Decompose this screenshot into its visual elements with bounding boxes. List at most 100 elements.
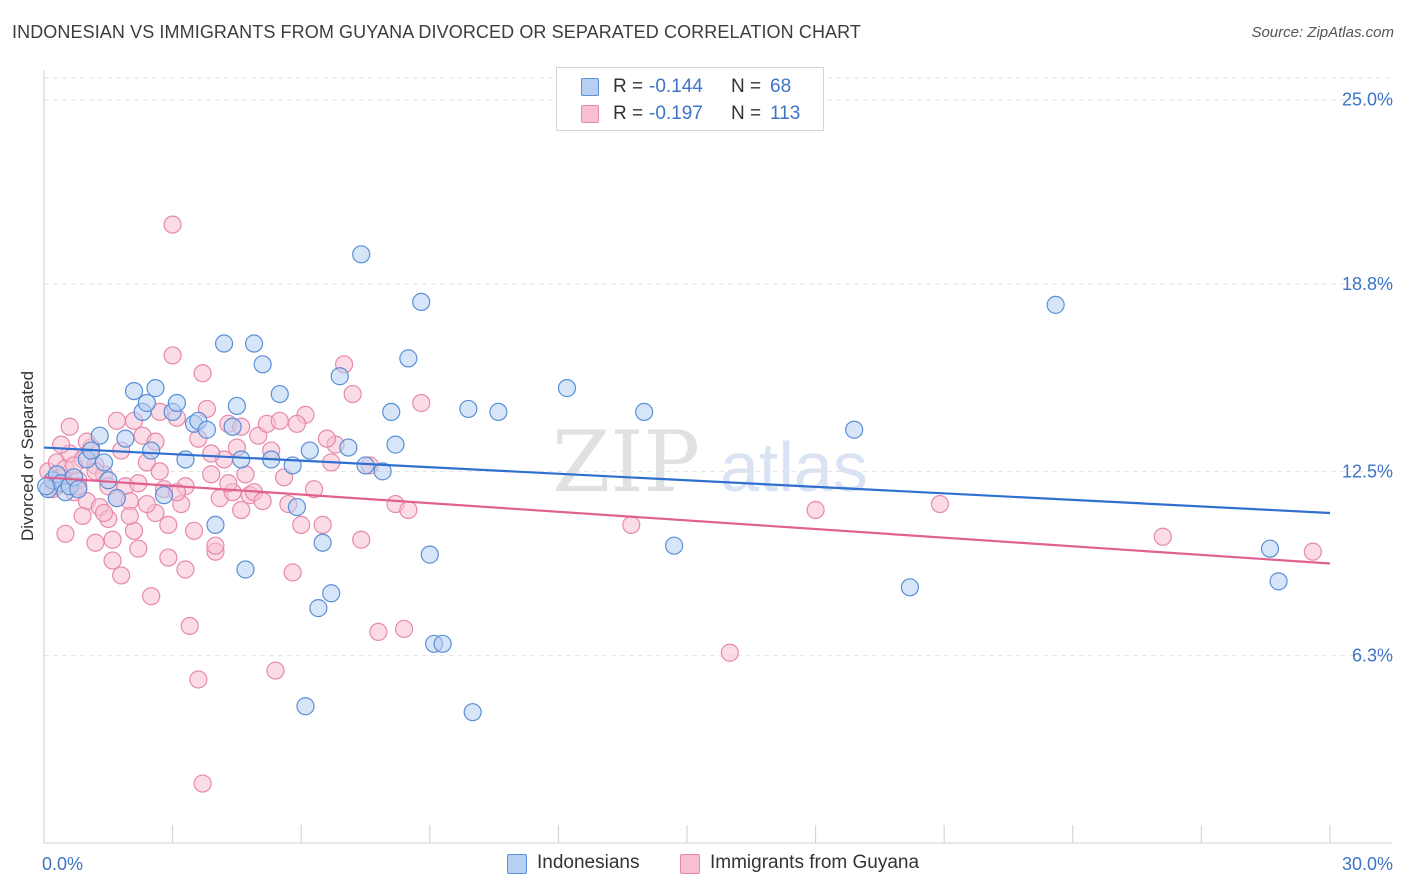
data-point bbox=[56, 524, 75, 543]
stats-row-guyana: R = -0.197 N = 113 bbox=[557, 101, 823, 127]
y-tick-label: 6.3% bbox=[1352, 646, 1393, 666]
trend-line-guyana bbox=[43, 476, 1331, 565]
data-point bbox=[459, 399, 478, 419]
n-value: 68 bbox=[770, 76, 792, 97]
stats-swatch-guyana bbox=[581, 105, 599, 123]
data-point bbox=[266, 661, 285, 680]
legend-label-guyana: Immigrants from Guyana bbox=[710, 852, 920, 873]
data-point bbox=[206, 515, 225, 534]
data-point bbox=[184, 521, 204, 540]
data-point bbox=[394, 619, 414, 639]
watermark-zip: ZIP bbox=[552, 413, 700, 511]
data-point bbox=[202, 465, 221, 484]
data-point bbox=[90, 426, 109, 445]
data-point bbox=[463, 703, 482, 722]
data-point bbox=[339, 438, 358, 457]
data-point bbox=[309, 599, 328, 618]
data-point bbox=[206, 536, 225, 555]
data-point bbox=[270, 411, 289, 430]
legend-swatch-indonesians bbox=[507, 854, 527, 874]
data-point bbox=[137, 393, 156, 413]
series-guyana bbox=[39, 215, 1322, 793]
data-point bbox=[86, 533, 105, 552]
data-point bbox=[163, 346, 182, 365]
watermark-atlas: atlas bbox=[720, 428, 868, 506]
data-point bbox=[720, 643, 739, 662]
data-point bbox=[304, 480, 324, 499]
data-point bbox=[73, 506, 92, 526]
legend: Indonesians Immigrants from Guyana bbox=[0, 851, 1406, 877]
data-point bbox=[60, 417, 79, 436]
data-point bbox=[296, 697, 315, 716]
data-point bbox=[69, 480, 88, 499]
data-point bbox=[197, 420, 216, 439]
data-point bbox=[1046, 295, 1065, 314]
data-point bbox=[369, 622, 388, 642]
data-point bbox=[232, 500, 251, 520]
axes bbox=[43, 70, 1392, 844]
data-point bbox=[930, 494, 950, 514]
data-point bbox=[399, 349, 418, 368]
data-point bbox=[202, 444, 221, 463]
data-point bbox=[635, 402, 654, 422]
data-point bbox=[287, 414, 307, 433]
data-point bbox=[94, 503, 114, 523]
data-point bbox=[146, 379, 165, 398]
tick-labels: 6.3% 12.5% 18.8% 25.0% 0.0% 30.0% bbox=[42, 90, 1393, 874]
data-point bbox=[253, 491, 272, 511]
data-point bbox=[219, 474, 238, 493]
data-point bbox=[180, 616, 199, 636]
series-indonesians bbox=[37, 245, 1288, 722]
data-point bbox=[244, 334, 264, 353]
data-point bbox=[313, 533, 332, 552]
data-point bbox=[1269, 572, 1288, 591]
data-point bbox=[129, 539, 148, 558]
data-point bbox=[107, 411, 126, 430]
data-point bbox=[116, 429, 135, 448]
data-point bbox=[557, 379, 577, 398]
data-point bbox=[412, 292, 431, 311]
data-point bbox=[193, 774, 212, 793]
data-point bbox=[287, 497, 307, 517]
data-point bbox=[236, 560, 255, 579]
data-point bbox=[154, 486, 174, 505]
data-point bbox=[193, 364, 212, 383]
data-point bbox=[386, 435, 405, 454]
data-point bbox=[433, 634, 452, 653]
data-point bbox=[120, 506, 139, 526]
data-point bbox=[214, 334, 234, 353]
data-point bbox=[665, 536, 684, 555]
data-point bbox=[343, 384, 362, 404]
data-point bbox=[176, 560, 195, 579]
data-point bbox=[356, 456, 375, 475]
data-point bbox=[94, 453, 114, 472]
data-point bbox=[622, 515, 641, 534]
data-point bbox=[806, 500, 825, 520]
data-point bbox=[270, 384, 289, 404]
r-value: -0.144 bbox=[649, 76, 703, 97]
n-label: N = bbox=[731, 76, 762, 97]
watermark: ZIP atlas bbox=[552, 413, 868, 511]
data-point bbox=[159, 548, 178, 567]
chart-title: INDONESIAN VS IMMIGRANTS FROM GUYANA DIV… bbox=[12, 22, 862, 42]
data-point bbox=[352, 245, 371, 264]
data-point bbox=[227, 396, 246, 416]
data-point bbox=[489, 402, 508, 422]
data-point bbox=[900, 578, 920, 597]
data-point bbox=[150, 462, 169, 481]
data-point bbox=[399, 500, 418, 520]
data-point bbox=[137, 494, 156, 514]
r-label: R = bbox=[613, 103, 644, 124]
y-axis-label: Divorced or Separated bbox=[18, 370, 37, 542]
x-tick-label: 30.0% bbox=[1342, 854, 1393, 874]
data-point bbox=[37, 477, 56, 496]
data-point bbox=[159, 515, 178, 534]
source-credit: Source: ZipAtlas.com bbox=[1251, 24, 1394, 41]
data-point bbox=[52, 435, 71, 454]
data-point bbox=[313, 515, 332, 534]
data-point bbox=[189, 670, 208, 689]
data-point bbox=[352, 530, 371, 549]
y-tick-label: 18.8% bbox=[1342, 274, 1393, 294]
data-point bbox=[1260, 539, 1280, 558]
